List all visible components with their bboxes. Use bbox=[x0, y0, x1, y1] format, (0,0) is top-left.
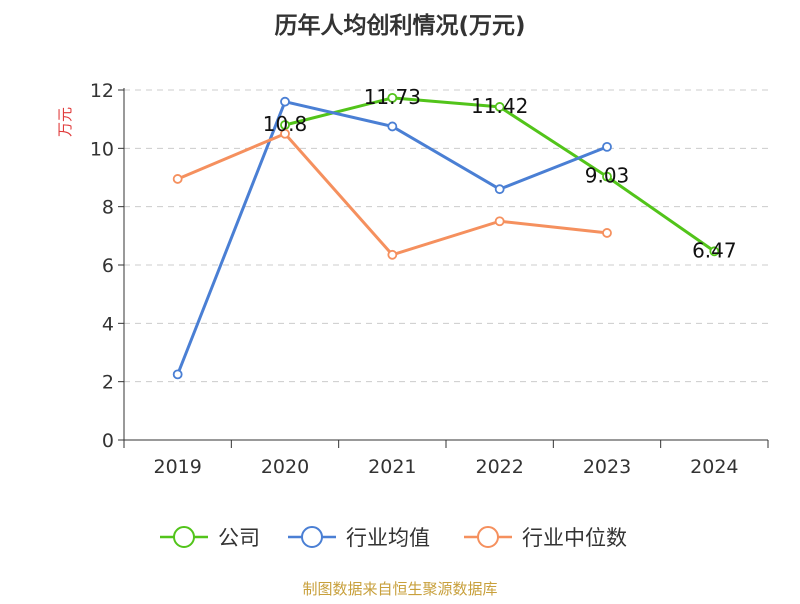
legend: 公司 行业均值 行业中位数 bbox=[160, 526, 627, 550]
data-label: 9.03 bbox=[585, 164, 630, 188]
y-tick-label: 2 bbox=[102, 372, 114, 394]
y-tick-label: 12 bbox=[90, 80, 114, 102]
data-point bbox=[172, 174, 183, 184]
y-tick-label: 8 bbox=[102, 197, 114, 219]
source-note: 制图数据来自恒生聚源数据库 bbox=[302, 580, 497, 598]
data-point bbox=[280, 128, 290, 139]
data-point bbox=[494, 102, 505, 112]
x-tick-label: 2023 bbox=[583, 456, 631, 478]
x-tick-label: 2019 bbox=[153, 456, 201, 478]
legend-item: 行业均值 bbox=[288, 526, 430, 550]
y-axis-label: 万元 bbox=[56, 107, 74, 137]
x-tick-label: 2021 bbox=[368, 456, 416, 478]
data-label: 11.42 bbox=[471, 94, 528, 118]
legend-marker bbox=[477, 526, 499, 548]
chart-title: 历年人均创利情况(万元) bbox=[274, 12, 525, 39]
data-point bbox=[602, 141, 612, 152]
data-point bbox=[280, 96, 290, 107]
data-point bbox=[387, 92, 398, 103]
data-point bbox=[494, 216, 505, 227]
legend-item: 行业中位数 bbox=[464, 526, 627, 550]
legend-item: 公司 bbox=[160, 526, 260, 550]
data-point bbox=[602, 228, 612, 238]
series-line-0 bbox=[283, 96, 716, 253]
legend-label: 行业中位数 bbox=[522, 526, 627, 550]
data-point bbox=[387, 249, 398, 260]
y-tick-label: 4 bbox=[102, 313, 114, 335]
x-tick-label: 2024 bbox=[690, 456, 738, 478]
grid-lines bbox=[124, 89, 768, 383]
x-tick-label: 2020 bbox=[261, 456, 309, 478]
y-tick-label: 6 bbox=[102, 255, 114, 277]
series-line-2 bbox=[176, 132, 609, 257]
data-point bbox=[602, 171, 612, 182]
y-tick-label: 10 bbox=[90, 138, 114, 160]
data-labels: 10.8 11.73 11.42 9.03 6.47 bbox=[263, 85, 737, 262]
data-point bbox=[709, 246, 720, 257]
data-point bbox=[494, 184, 505, 195]
y-tick-label: 0 bbox=[102, 430, 114, 452]
axes: 0 2 4 6 8 10 12 2019 2020 2021 2022 2023 2024 bbox=[90, 80, 769, 478]
legend-label: 行业均值 bbox=[346, 526, 430, 550]
data-point bbox=[172, 369, 183, 380]
series-line-1 bbox=[176, 100, 609, 376]
series-lines bbox=[172, 92, 720, 380]
data-label: 10.8 bbox=[263, 112, 308, 136]
data-label: 11.73 bbox=[364, 85, 421, 109]
legend-marker bbox=[173, 526, 195, 548]
legend-label: 公司 bbox=[218, 526, 260, 550]
x-tick-label: 2022 bbox=[475, 456, 523, 478]
legend-marker bbox=[301, 526, 323, 548]
data-point bbox=[387, 121, 398, 132]
data-label: 6.47 bbox=[692, 238, 737, 262]
